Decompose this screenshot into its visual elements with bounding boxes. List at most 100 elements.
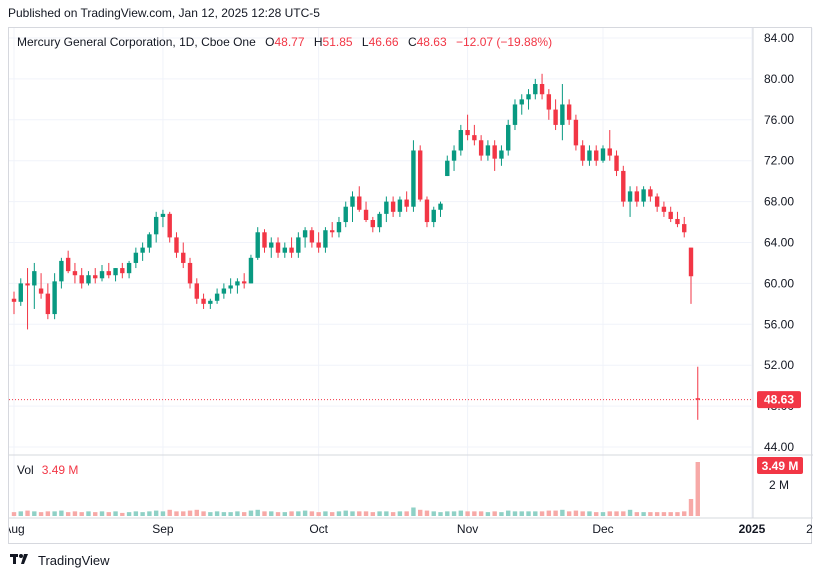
volume-bar <box>485 512 491 516</box>
time-tick-label: Dec <box>592 522 613 536</box>
candle-body <box>309 230 315 243</box>
tradingview-logo-icon <box>10 553 32 568</box>
volume-bar <box>431 511 436 516</box>
volume-bar <box>519 511 524 516</box>
volume-bar <box>160 511 166 516</box>
candle-body <box>688 247 694 277</box>
time-tick-label: Aug <box>9 522 25 536</box>
candle-body <box>390 201 396 212</box>
candle-body <box>289 247 294 253</box>
volume-bar <box>106 512 111 516</box>
candle-body <box>546 94 552 110</box>
volume-bar <box>418 509 423 516</box>
legend-symbol: Mercury General Corporation, 1D, Cboe On… <box>17 35 552 49</box>
volume-bar <box>133 511 139 516</box>
candle-body <box>560 104 565 125</box>
volume-bar <box>126 512 132 516</box>
candle-body <box>472 135 477 141</box>
candle-body <box>235 281 240 286</box>
volume-bar <box>668 512 673 516</box>
volume-bar <box>627 509 633 516</box>
volume-bar <box>289 511 294 516</box>
volume-bar <box>478 511 484 516</box>
candle-body <box>99 271 105 279</box>
volume-bar <box>587 511 592 516</box>
time-tick-label: Nov <box>457 522 478 536</box>
candle-body <box>160 213 166 217</box>
candle-body <box>302 230 308 238</box>
candlestick-chart[interactable]: 84.00 80.00 76.00 72.00 68.00 64.00 60.00 56.00… <box>9 28 813 545</box>
volume-bars <box>11 462 700 516</box>
volume-bar <box>153 510 159 516</box>
volume-bar <box>38 512 44 516</box>
candle-body <box>194 283 199 299</box>
candle-body <box>594 150 599 161</box>
chart-frame: 84.00 80.00 76.00 72.00 68.00 64.00 60.00 56.00… <box>8 27 813 545</box>
candle-body <box>661 206 667 212</box>
volume-bar <box>411 507 416 516</box>
price-tick-label: 56.00 <box>764 317 794 331</box>
volume-bar <box>370 512 376 516</box>
volume-bar <box>18 511 23 516</box>
volume-bar <box>600 512 606 516</box>
volume-bar <box>499 512 504 516</box>
volume-bar <box>424 510 430 516</box>
candle-body <box>106 271 111 276</box>
candle-body <box>695 398 700 400</box>
volume-bar <box>546 510 552 516</box>
candle-body <box>248 257 254 284</box>
footer-brand[interactable]: TradingView <box>10 553 110 568</box>
volume-bar <box>120 512 125 516</box>
candle-body <box>682 224 687 233</box>
volume-bar <box>275 512 281 516</box>
footer-brand-label: TradingView <box>38 553 110 568</box>
candle-body <box>641 189 646 202</box>
candle-body <box>221 288 227 294</box>
candle-body <box>45 293 51 315</box>
volume-bar <box>323 511 328 516</box>
price-tick-label: 72.00 <box>764 154 794 168</box>
price-tick-label: 76.00 <box>764 113 794 127</box>
volume-bar <box>181 511 186 516</box>
candle-body <box>187 262 193 284</box>
candle-body <box>363 209 369 221</box>
published-caption: Published on TradingView.com, Jan 12, 20… <box>8 6 320 20</box>
volume-bar <box>390 512 396 516</box>
volume-badge: 3.49 M <box>757 457 803 474</box>
candle-body <box>282 247 287 253</box>
candle-body <box>350 196 355 207</box>
candle-body <box>120 268 125 274</box>
candle-body <box>343 206 348 223</box>
candle-body <box>675 218 680 225</box>
candle-body <box>32 271 37 286</box>
candle-body <box>370 220 376 228</box>
candle-body <box>18 283 23 302</box>
candle-body <box>255 232 260 258</box>
candle-body <box>668 211 673 219</box>
volume-bar <box>350 511 355 516</box>
volume-bar <box>492 511 497 516</box>
volume-bar <box>93 512 98 516</box>
candle-body <box>86 275 91 284</box>
volume-bar <box>255 509 260 516</box>
volume-bar <box>65 512 71 516</box>
candle-body <box>614 155 619 171</box>
price-axis: 84.00 80.00 76.00 72.00 68.00 64.00 60.00 56.00… <box>764 31 794 492</box>
candle-body <box>627 191 633 202</box>
volume-bar <box>269 511 274 516</box>
time-tick-label: 24 <box>806 522 813 536</box>
volume-bar <box>302 510 308 516</box>
volume-bar <box>174 511 179 516</box>
price-tick-label: 68.00 <box>764 195 794 209</box>
candle-body <box>600 148 606 161</box>
price-tick-label: 84.00 <box>764 31 794 45</box>
candle-body <box>384 201 389 214</box>
volume-bar <box>539 511 545 516</box>
last-price-badge: 48.63 <box>757 391 801 409</box>
candle-body <box>526 94 531 100</box>
volume-bar <box>336 511 342 516</box>
candle-body <box>499 150 504 159</box>
volume-bar <box>147 511 152 516</box>
volume-bar <box>235 511 240 516</box>
candle-body <box>648 189 653 197</box>
